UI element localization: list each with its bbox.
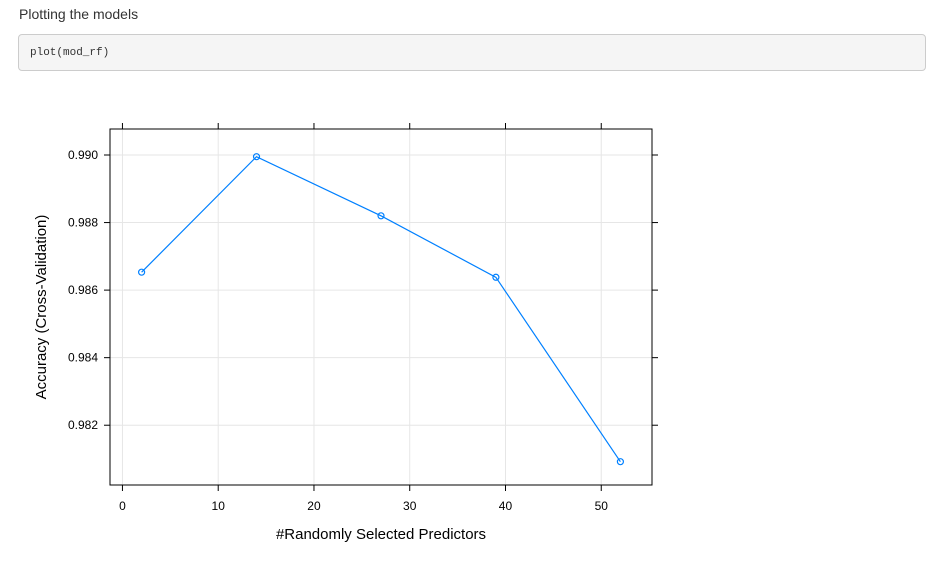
series-group xyxy=(138,153,624,466)
x-tick-label: 30 xyxy=(403,499,417,513)
data-point xyxy=(616,458,624,466)
y-tick-label: 0.986 xyxy=(68,283,98,297)
series-line xyxy=(141,155,621,463)
grid-lines xyxy=(110,129,652,485)
data-point xyxy=(252,153,261,161)
x-tick-label: 0 xyxy=(119,499,126,513)
x-tick-label: 40 xyxy=(499,499,513,513)
tick-labels: 0 10 20 30 40 50 0.982 0.984 0.986 0.988 0.990 xyxy=(68,148,608,513)
section-text: Plotting the models xyxy=(19,6,139,22)
plot-container: 0 10 20 30 40 50 0.982 0.984 0.986 0.988 0.990 #Ra… xyxy=(0,90,942,560)
y-tick-label: 0.990 xyxy=(68,148,98,162)
y-tick-label: 0.984 xyxy=(68,351,98,365)
plot-frame xyxy=(109,128,653,486)
code-block: plot(mod_rf) xyxy=(18,34,926,71)
y-tick-label: 0.988 xyxy=(68,216,98,230)
data-point xyxy=(377,212,385,220)
y-tick-label: 0.982 xyxy=(68,418,98,432)
accuracy-chart: 0 10 20 30 40 50 0.982 0.984 0.986 0.988 0.990 #Ra… xyxy=(33,123,658,543)
data-point xyxy=(138,268,146,276)
data-point xyxy=(492,273,500,281)
y-axis-label: Accuracy (Cross-Validation) xyxy=(33,215,50,400)
x-axis-label: #Randomly Selected Predictors xyxy=(276,526,486,543)
x-tick-label: 10 xyxy=(212,499,226,513)
x-tick-label: 50 xyxy=(595,499,609,513)
x-tick-label: 20 xyxy=(307,499,321,513)
tick-marks xyxy=(104,123,658,491)
